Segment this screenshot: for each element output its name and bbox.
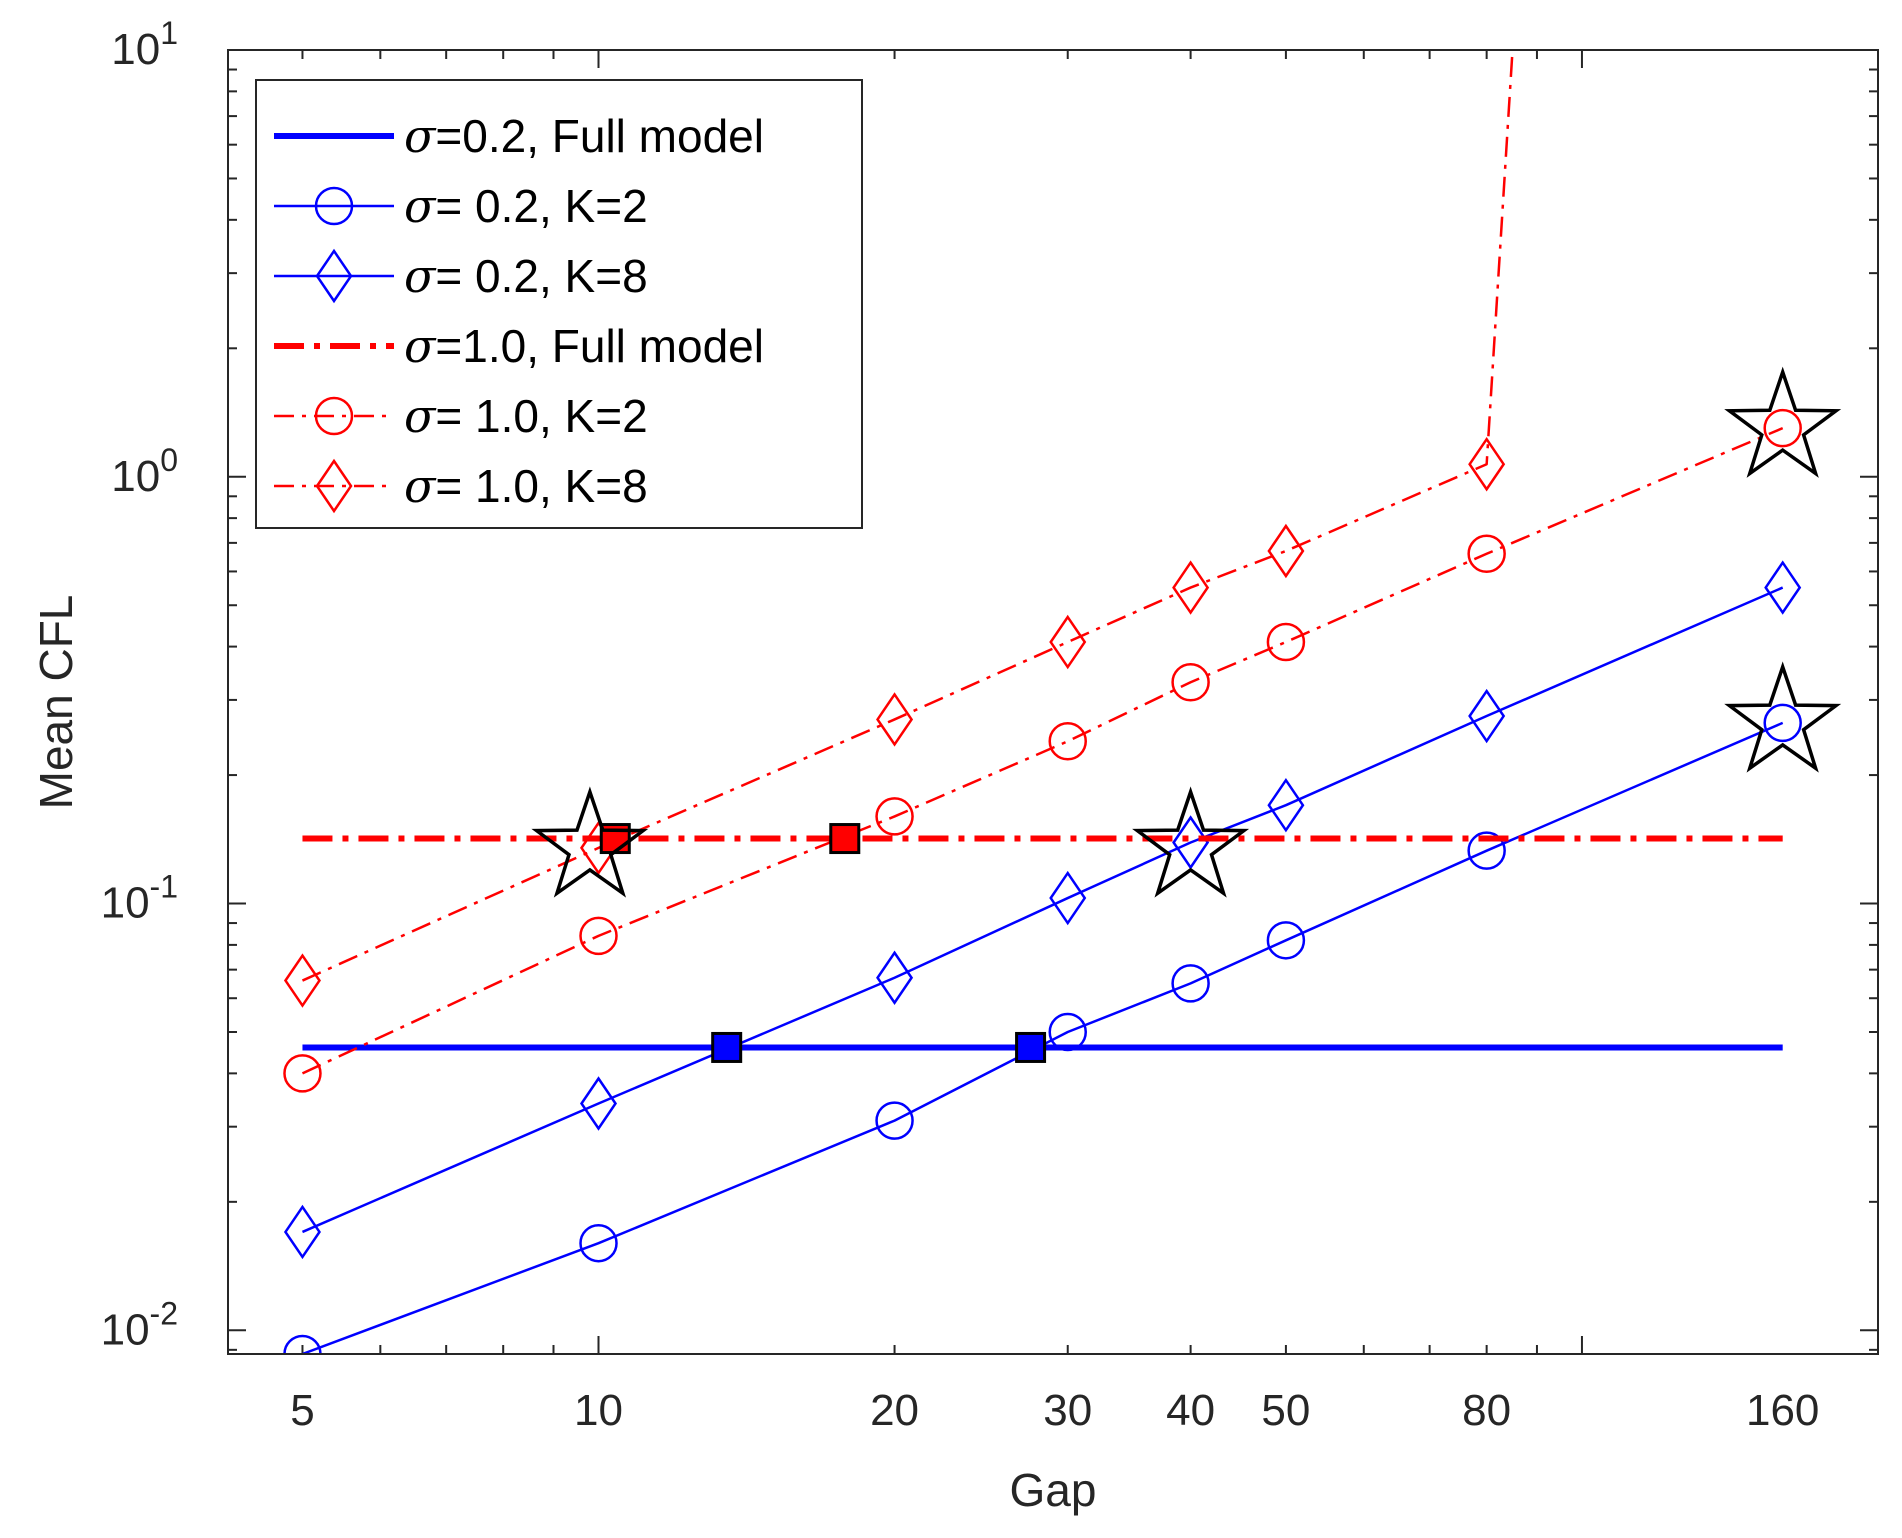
data-point (1049, 870, 1087, 926)
legend-entry: σ= 1.0, K=2 (274, 389, 648, 443)
legend: σ=0.2, Full model σ= 0.2, K=2 σ= 0.2, K=8 σ… (255, 79, 863, 529)
square-marker (829, 823, 861, 855)
data-point (1172, 560, 1210, 615)
data-point (1763, 703, 1802, 743)
y-tick-labels: 10-2 10-1 100 101 (101, 15, 178, 1354)
data-point (1467, 831, 1506, 870)
data-point (580, 1076, 618, 1131)
legend-label: σ= 0.2, K=2 (404, 179, 648, 233)
data-point (1266, 622, 1306, 662)
square-marker (1015, 1031, 1047, 1063)
data-point (1171, 964, 1210, 1003)
data-point (875, 1101, 914, 1140)
y-axis-title: Mean CFL (30, 595, 82, 810)
legend-entry: σ=1.0, Full model (274, 319, 764, 373)
x-tick-label: 20 (870, 1386, 919, 1435)
x-tick-label: 40 (1166, 1386, 1215, 1435)
series-1 (283, 703, 1802, 1354)
legend-label: σ= 1.0, K=8 (404, 459, 648, 513)
legend-box (255, 79, 863, 529)
data-point (283, 1054, 322, 1093)
data-point (283, 953, 321, 1008)
legend-marker (315, 248, 353, 304)
annotation-layer (531, 366, 1842, 1063)
star-marker (1132, 786, 1250, 898)
data-point (1266, 921, 1306, 960)
data-point (876, 950, 914, 1005)
data-point (1467, 534, 1506, 574)
legend-marker (314, 396, 354, 436)
legend-entry: σ=0.2, Full model (274, 109, 764, 163)
data-point (1172, 815, 1210, 870)
x-tick-label: 50 (1261, 1386, 1310, 1435)
star-marker (1724, 366, 1842, 478)
series-2 (283, 560, 1802, 1260)
y-tick-label: 10-1 (101, 869, 178, 928)
data-point (1763, 408, 1802, 448)
square-marker (711, 1031, 743, 1063)
series-line (301, 50, 1514, 982)
legend-entry: σ= 1.0, K=8 (274, 458, 648, 514)
x-tick-label: 5 (290, 1386, 314, 1435)
x-axis-title: Gap (1010, 1464, 1097, 1516)
series-5 (283, 50, 1514, 1008)
axes-box (227, 49, 1879, 1355)
legend-label: σ=0.2, Full model (404, 109, 764, 163)
star-marker (1724, 661, 1842, 773)
x-tick-label: 80 (1462, 1386, 1511, 1435)
data-point (1171, 663, 1210, 702)
series-line (301, 586, 1784, 1234)
x-tick-label: 30 (1043, 1386, 1092, 1435)
data-point (283, 1204, 321, 1260)
data-point (1267, 523, 1305, 579)
data-point (1764, 560, 1802, 615)
series-line (302, 721, 1784, 1354)
legend-entry: σ= 0.2, K=2 (274, 179, 648, 233)
data-point (876, 692, 914, 747)
data-point (579, 916, 618, 956)
legend-marker (315, 458, 353, 514)
data-point (1048, 1012, 1087, 1052)
x-tick-label: 10 (574, 1386, 623, 1435)
data-point (579, 1223, 618, 1263)
legend-entry: σ= 0.2, K=8 (274, 248, 648, 304)
x-tick-label: 160 (1746, 1386, 1819, 1435)
data-point (283, 1334, 322, 1354)
y-tick-label: 101 (111, 15, 178, 74)
series-layer (283, 50, 1802, 1354)
data-point (1267, 777, 1305, 833)
legend-label: σ=1.0, Full model (404, 319, 764, 373)
series-line (301, 426, 1784, 1075)
data-point (875, 797, 914, 836)
star-marker (531, 786, 649, 898)
legend-label: σ= 0.2, K=8 (404, 249, 648, 303)
series-4 (283, 408, 1802, 1093)
y-tick-label: 10-2 (101, 1295, 178, 1354)
x-tick-labels: 5 10 20 30 40 50 80 160 (290, 1386, 1819, 1435)
data-point (1048, 722, 1087, 761)
legend-marker (314, 186, 354, 226)
y-tick-label: 100 (111, 442, 178, 501)
data-point (1468, 688, 1506, 744)
data-point (1049, 614, 1087, 670)
legend-label: σ= 1.0, K=2 (404, 389, 648, 443)
data-point (1468, 437, 1506, 492)
